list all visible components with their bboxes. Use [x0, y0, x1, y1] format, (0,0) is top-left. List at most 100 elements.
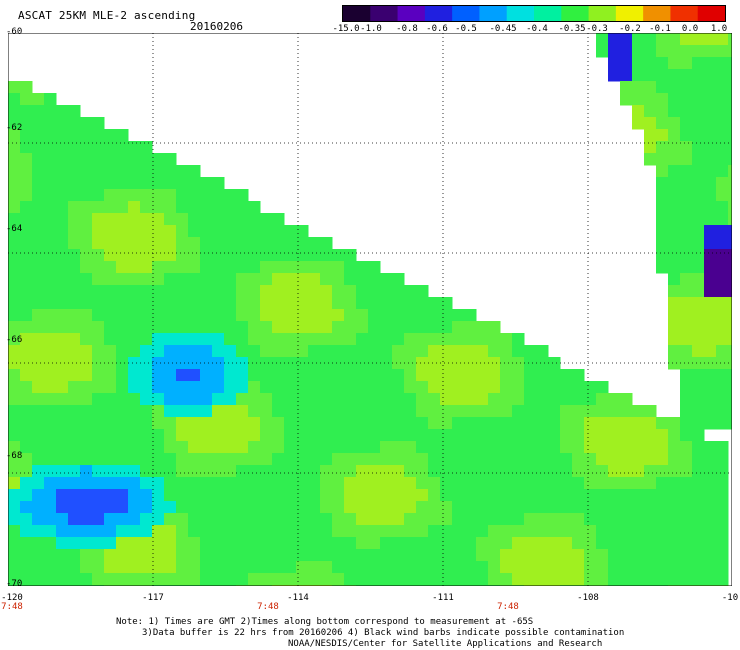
data-cell — [140, 417, 153, 430]
data-cell — [656, 57, 669, 70]
data-cell — [620, 489, 633, 502]
data-cell — [44, 165, 57, 178]
data-cell — [140, 201, 153, 214]
data-cell — [344, 369, 357, 382]
data-cell — [680, 117, 693, 130]
data-cell — [716, 285, 729, 298]
data-cell — [704, 237, 717, 250]
data-cell — [692, 417, 705, 430]
data-cell — [380, 561, 393, 574]
data-cell — [632, 489, 645, 502]
data-cell — [176, 189, 189, 202]
data-cell — [584, 381, 597, 394]
data-cell — [272, 489, 285, 502]
data-cell — [8, 249, 21, 262]
data-cell — [560, 429, 573, 442]
data-cell — [224, 225, 237, 238]
data-cell — [152, 321, 165, 334]
data-cell — [272, 477, 285, 490]
data-cell — [572, 513, 585, 526]
data-cell — [260, 369, 273, 382]
data-cell — [116, 489, 129, 502]
data-cell — [692, 141, 705, 154]
data-cell — [188, 165, 201, 178]
data-cell — [8, 513, 21, 526]
data-cell — [140, 381, 153, 394]
data-cell — [236, 405, 249, 418]
data-cell — [68, 129, 81, 142]
data-cell — [152, 165, 165, 178]
data-cell — [128, 141, 141, 154]
data-cell — [596, 45, 609, 58]
data-cell — [464, 309, 477, 322]
data-cell — [704, 549, 717, 562]
data-cell — [224, 549, 237, 562]
data-cell — [20, 537, 33, 550]
data-cell — [560, 417, 573, 430]
data-cell — [236, 489, 249, 502]
data-cell — [32, 201, 45, 214]
data-cell — [56, 561, 69, 574]
data-cell — [44, 477, 57, 490]
data-cell — [716, 261, 729, 274]
data-cell — [44, 405, 57, 418]
data-cell — [152, 369, 165, 382]
data-cell — [272, 273, 285, 286]
data-cell — [632, 513, 645, 526]
data-cell — [656, 237, 669, 250]
data-cell — [104, 429, 117, 442]
data-cell — [536, 537, 549, 550]
data-cell — [464, 369, 477, 382]
data-cell — [44, 357, 57, 370]
data-cell — [8, 273, 21, 286]
data-cell — [320, 261, 333, 274]
data-cell — [500, 357, 513, 370]
data-cell — [728, 69, 732, 82]
data-cell — [8, 549, 21, 562]
data-cell — [728, 225, 732, 238]
data-cell — [200, 321, 213, 334]
data-cell — [728, 57, 732, 70]
data-cell — [32, 561, 45, 574]
data-cell — [104, 129, 117, 142]
data-cell — [32, 405, 45, 418]
data-cell — [680, 273, 693, 286]
data-cell — [728, 405, 732, 418]
data-cell — [332, 285, 345, 298]
data-cell — [716, 309, 729, 322]
data-cell — [320, 405, 333, 418]
data-cell — [476, 429, 489, 442]
data-cell — [584, 513, 597, 526]
data-cell — [128, 321, 141, 334]
data-cell — [332, 561, 345, 574]
data-cell — [632, 57, 645, 70]
data-cell — [20, 549, 33, 562]
data-cell — [332, 441, 345, 454]
data-cell — [692, 441, 705, 454]
data-cell — [80, 273, 93, 286]
data-cell — [668, 177, 681, 190]
data-cell — [656, 93, 669, 106]
data-cell — [200, 561, 213, 574]
data-cell — [560, 489, 573, 502]
data-cell — [368, 285, 381, 298]
data-cell — [236, 525, 249, 538]
data-cell — [104, 549, 117, 562]
data-cell — [20, 273, 33, 286]
data-cell — [668, 513, 681, 526]
data-cell — [116, 453, 129, 466]
data-cell — [212, 561, 225, 574]
data-cell — [680, 237, 693, 250]
data-cell — [8, 369, 21, 382]
color-scale-tick-label: -0.2 — [619, 24, 641, 34]
data-cell — [476, 381, 489, 394]
data-cell — [224, 201, 237, 214]
data-cell — [572, 549, 585, 562]
data-cell — [332, 249, 345, 262]
data-cell — [608, 573, 621, 586]
data-cell — [620, 561, 633, 574]
data-cell — [32, 321, 45, 334]
data-cell — [668, 153, 681, 166]
data-cell — [452, 549, 465, 562]
data-cell — [452, 393, 465, 406]
